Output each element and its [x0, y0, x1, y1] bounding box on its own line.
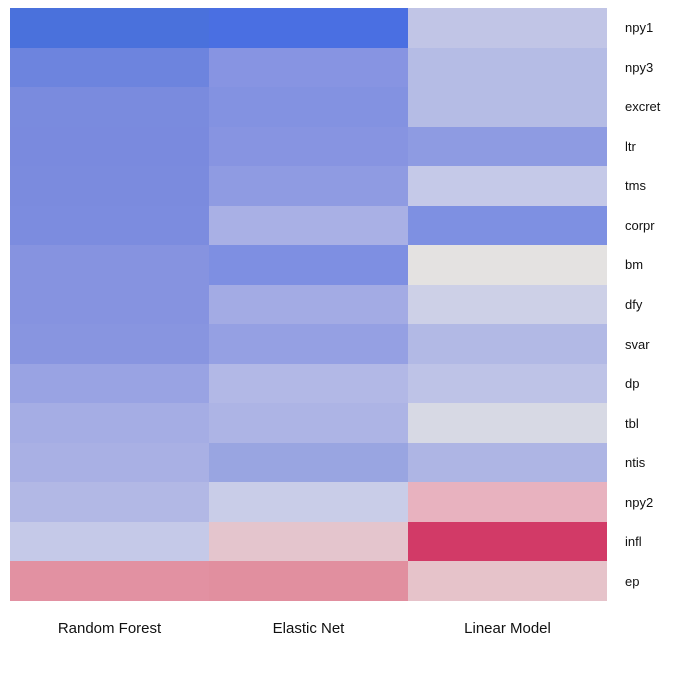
row-label-axis: npy1 npy3 excret ltr tms corpr bm dfy svar dp tbl n…: [625, 8, 689, 601]
heatmap-cell-dfy-3: [408, 284, 607, 325]
heatmap-cell-corpr-2: [209, 205, 408, 246]
heatmap-cell-dfy-2: [209, 284, 408, 325]
heatmap-cell-dp-3: [408, 363, 607, 404]
heatmap-cell-ntis-2: [209, 442, 408, 483]
heatmap-cell-svar-1: [10, 324, 209, 364]
heatmap-cell-tms-2: [209, 166, 408, 206]
heatmap-cell-bm-3: [408, 245, 607, 285]
heatmap-cell-ntis-1: [10, 442, 209, 483]
heatmap-cell-corpr-1: [10, 205, 209, 246]
row-label-tms: tms: [625, 178, 646, 194]
heatmap-cell-ltr-1: [10, 126, 209, 167]
column-label-elastic-net: Elastic Net: [272, 620, 345, 637]
heatmap-cell-bm-1: [10, 245, 209, 285]
heatmap-cell-tbl-2: [209, 403, 408, 443]
row-label-dfy: dfy: [625, 296, 643, 312]
heatmap-cell-npy3-2: [209, 47, 408, 88]
row-label-npy3: npy3: [625, 59, 654, 75]
heatmap-cell-tms-1: [10, 166, 209, 206]
heatmap-cell-tbl-1: [10, 403, 209, 443]
heatmap-cell-ltr-3: [408, 126, 607, 167]
row-label-ep: ep: [625, 573, 640, 589]
heatmap-cell-ep-3: [408, 561, 607, 601]
heatmap-cell-npy1-2: [209, 8, 408, 48]
heatmap-cell-svar-2: [209, 324, 408, 364]
heatmap-cell-excret-3: [408, 87, 607, 127]
heatmap-cell-npy3-3: [408, 47, 607, 88]
row-label-infl: infl: [625, 534, 642, 550]
row-label-excret: excret: [625, 99, 661, 115]
heatmap-cell-corpr-3: [408, 205, 607, 246]
heatmap-cell-excret-1: [10, 87, 209, 127]
heatmap-cell-npy1-1: [10, 8, 209, 48]
heatmap-cell-npy2-1: [10, 482, 209, 522]
heatmap-cell-ep-1: [10, 561, 209, 601]
column-label-axis: Random Forest Elastic Net Linear Model: [10, 620, 607, 637]
heatmap-cell-infl-3: [408, 521, 607, 562]
heatmap-cell-npy3-1: [10, 47, 209, 88]
heatmap-grid: [10, 8, 607, 601]
heatmap-cell-svar-3: [408, 324, 607, 364]
heatmap-cell-ntis-3: [408, 442, 607, 483]
heatmap-cell-npy1-3: [408, 8, 607, 48]
heatmap-cell-dp-2: [209, 363, 408, 404]
row-label-npy2: npy2: [625, 494, 654, 510]
heatmap-cell-excret-2: [209, 87, 408, 127]
heatmap-cell-bm-2: [209, 245, 408, 285]
heatmap-cell-ltr-2: [209, 126, 408, 167]
heatmap-cell-npy2-2: [209, 482, 408, 522]
row-label-tbl: tbl: [625, 415, 639, 431]
row-label-dp: dp: [625, 376, 640, 392]
heatmap-cell-ep-2: [209, 561, 408, 601]
heatmap-cell-infl-2: [209, 521, 408, 562]
heatmap-cell-dfy-1: [10, 284, 209, 325]
column-label-linear-model: Linear Model: [464, 620, 551, 637]
heatmap-cell-npy2-3: [408, 482, 607, 522]
row-label-svar: svar: [625, 336, 650, 352]
heatmap-cell-tbl-3: [408, 403, 607, 443]
column-label-random-forest: Random Forest: [57, 620, 162, 637]
row-label-npy1: npy1: [625, 20, 654, 36]
row-label-corpr: corpr: [625, 217, 655, 233]
heatmap-cell-infl-1: [10, 521, 209, 562]
row-label-ltr: ltr: [625, 138, 636, 154]
heatmap-cell-tms-3: [408, 166, 607, 206]
heatmap-cell-dp-1: [10, 363, 209, 404]
row-label-ntis: ntis: [625, 455, 646, 471]
row-label-bm: bm: [625, 257, 644, 273]
